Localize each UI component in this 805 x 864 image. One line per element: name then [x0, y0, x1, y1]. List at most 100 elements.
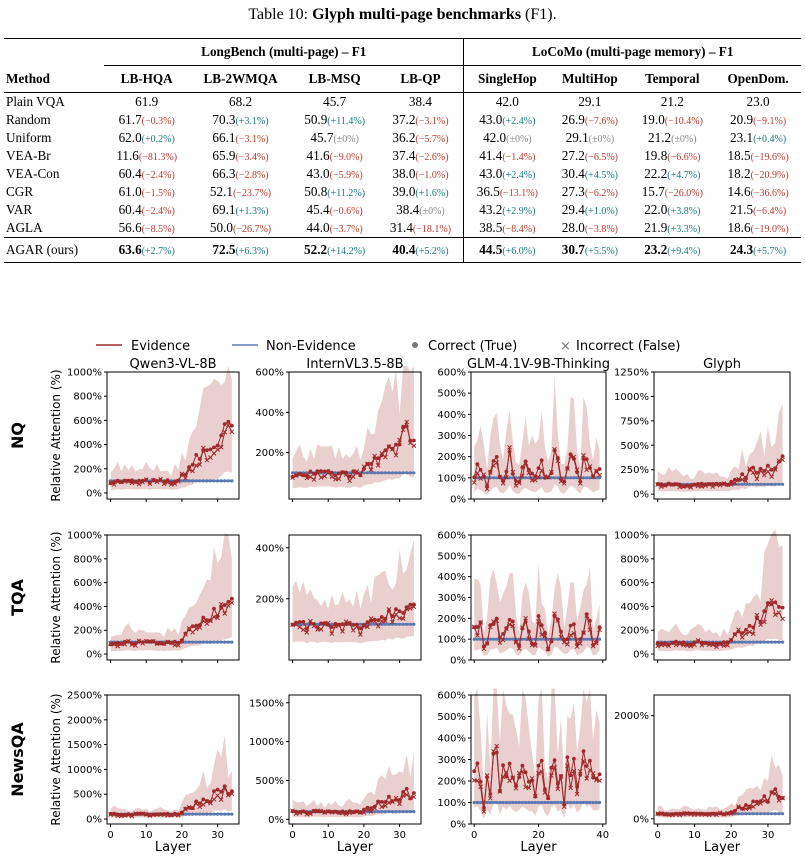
nonevidence-point	[212, 640, 216, 644]
evidence-point-correct	[390, 614, 395, 619]
evidence-point-incorrect	[526, 470, 532, 476]
evidence-point-incorrect	[688, 811, 694, 817]
value-cell: 68.2	[189, 93, 292, 112]
evidence-point-incorrect	[555, 458, 561, 464]
evidence-point-incorrect	[336, 810, 342, 815]
cell-value: 26.9	[561, 112, 585, 127]
evidence-point-correct	[696, 639, 700, 643]
table-row-ours: AGAR (ours) 63.6(+2.7%) 72.5(+6.3%) 52.2(+1…	[4, 237, 801, 263]
evidence-point-incorrect	[494, 460, 500, 465]
cell-value: 61.7	[118, 112, 142, 127]
evidence-point-incorrect	[133, 479, 138, 485]
cell-value: 28.0	[561, 220, 585, 235]
cell-value: 21.2	[660, 94, 684, 109]
evidence-point-incorrect	[481, 646, 487, 652]
evidence-point-incorrect	[151, 812, 156, 818]
evidence-point-incorrect	[318, 475, 324, 480]
evidence-point-incorrect	[175, 812, 181, 818]
evidence-point-incorrect	[382, 803, 388, 809]
cell-delta: (+5.5%)	[584, 246, 618, 257]
evidence-point-incorrect	[215, 447, 220, 452]
cell-delta: (−5.9%)	[329, 170, 363, 181]
evidence-point-incorrect	[481, 809, 487, 814]
evidence-point-incorrect	[186, 805, 192, 810]
evidence-point-correct	[376, 618, 381, 623]
evidence-point-correct	[197, 457, 202, 461]
value-cell: 29.1(±0%)	[550, 129, 629, 147]
nonevidence-point	[380, 471, 384, 475]
cell-delta: (−10.4%)	[664, 116, 703, 127]
evidence-point-correct	[588, 758, 592, 763]
evidence-point-incorrect	[597, 472, 602, 478]
evidence-point-incorrect	[703, 811, 708, 817]
evidence-point-correct	[304, 626, 309, 631]
evidence-point-correct	[397, 798, 402, 802]
nonevidence-point	[736, 482, 741, 486]
nonevidence-point	[759, 640, 763, 644]
y-tick-label: 400%	[73, 440, 102, 451]
evidence-point-incorrect	[670, 482, 675, 487]
evidence-point-correct	[581, 749, 586, 754]
y-tick-label: 200%	[255, 448, 284, 459]
evidence-point-incorrect	[494, 743, 500, 749]
nonevidence-point	[594, 476, 599, 480]
nonevidence-point	[598, 476, 602, 480]
value-cell: 23.0	[715, 93, 801, 112]
dataset-label: TQA	[8, 578, 27, 616]
evidence-point-correct	[387, 794, 391, 799]
panel-frame	[288, 534, 422, 661]
evidence-point-incorrect	[581, 452, 586, 458]
nonevidence-point	[383, 622, 387, 626]
nonevidence-point	[187, 479, 191, 483]
nonevidence-point	[380, 810, 384, 814]
cell-delta: (+0.4%)	[753, 134, 787, 145]
nonevidence-point	[588, 476, 592, 480]
evidence-point-incorrect	[368, 467, 374, 473]
nonevidence-point	[581, 800, 586, 805]
nonevidence-point	[401, 471, 405, 475]
evidence-point-incorrect	[357, 472, 363, 477]
evidence-point-incorrect	[151, 477, 156, 483]
evidence-point-incorrect	[129, 813, 135, 819]
cell-value: 43.0	[306, 166, 330, 181]
attention-figure: Evidence Non-Evidence Correct (True) × Incor…	[8, 339, 791, 855]
evidence-point-correct	[351, 469, 356, 474]
evidence-point-correct	[308, 469, 313, 474]
cell-value: 38.5	[479, 220, 503, 235]
evidence-point-correct	[230, 423, 234, 428]
evidence-point-correct	[681, 811, 686, 816]
cell-value: 37.4	[392, 148, 416, 163]
evidence-point-incorrect	[736, 804, 741, 809]
cell-delta: (−13.1%)	[499, 188, 538, 199]
evidence-point-correct	[369, 806, 373, 810]
evidence-point-incorrect	[311, 477, 317, 482]
attention-panel: 0% 500% 1000% 1500% 2000% 2500% 0 10 20 30 Layer	[67, 691, 240, 855]
evidence-point-incorrect	[133, 643, 138, 648]
evidence-point-incorrect	[147, 813, 153, 818]
cell-delta: (−23.7%)	[232, 188, 272, 199]
evidence-point-incorrect	[594, 468, 599, 474]
y-tick-label: 1500%	[67, 740, 102, 751]
evidence-point-incorrect	[308, 618, 313, 624]
evidence-point-incorrect	[108, 480, 113, 485]
x-tick-label: 10	[322, 830, 335, 841]
evidence-point-correct	[494, 750, 499, 755]
evidence-point-incorrect	[526, 785, 532, 791]
evidence-point-incorrect	[568, 632, 573, 638]
nonevidence-point	[226, 812, 230, 816]
nonevidence-point	[390, 810, 395, 814]
nonevidence-point	[581, 476, 586, 480]
evidence-point-correct	[527, 629, 531, 634]
panel-frame	[106, 534, 240, 661]
nonevidence-point	[362, 471, 366, 475]
evidence-point-incorrect	[487, 795, 493, 801]
evidence-point-incorrect	[728, 637, 734, 643]
method-cell: VEA-Br	[6, 148, 51, 163]
evidence-point-incorrect	[681, 811, 686, 817]
nonevidence-point	[572, 476, 576, 480]
nonevidence-point	[408, 622, 412, 626]
cell-value: 23.2	[644, 242, 668, 257]
evidence-point-correct	[358, 473, 363, 478]
evidence-point-incorrect	[204, 621, 210, 626]
evidence-point-incorrect	[532, 643, 538, 648]
